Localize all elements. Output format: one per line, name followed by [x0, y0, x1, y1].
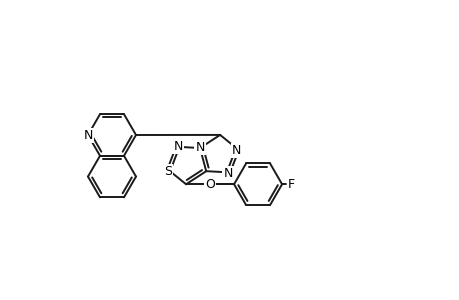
Text: O: O: [205, 178, 214, 191]
Text: N: N: [223, 167, 232, 180]
Text: N: N: [232, 143, 241, 157]
Text: F: F: [287, 178, 295, 191]
Text: N: N: [173, 140, 182, 153]
Text: N: N: [195, 140, 204, 154]
Text: N: N: [83, 128, 92, 142]
Text: S: S: [164, 165, 172, 178]
